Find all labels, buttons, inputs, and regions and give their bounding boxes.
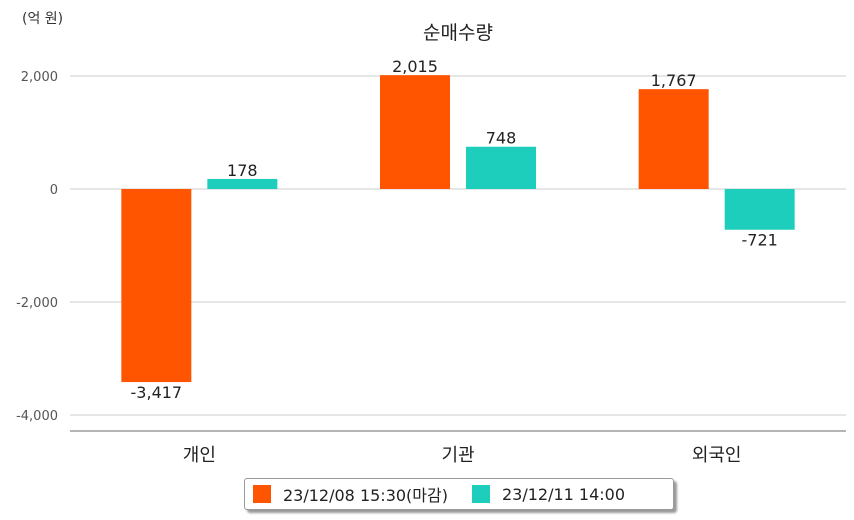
data-label: -3,417 (131, 383, 183, 402)
legend-swatch-series-2 (471, 485, 490, 503)
legend-label-series-1: 23/12/08 15:30(마감) (283, 486, 448, 505)
x-category-label: 기관 (441, 445, 474, 466)
data-label: -721 (742, 231, 778, 250)
bar (724, 189, 795, 230)
legend-item-series-2[interactable]: 23/12/11 14:00 (471, 484, 626, 504)
legend-label-series-2: 23/12/11 14:00 (501, 484, 626, 504)
bar (121, 189, 192, 383)
y-tick-label: 2,000 (21, 70, 58, 85)
y-tick-label: -4,000 (16, 409, 58, 424)
data-label: 1,767 (651, 71, 697, 90)
bar (638, 89, 709, 189)
legend-swatch-series-1 (253, 485, 271, 503)
x-category-label: 외국인 (692, 445, 742, 466)
data-label: 748 (486, 129, 517, 148)
y-tick-label: -2,000 (16, 296, 58, 311)
x-category-label: 개인 (183, 445, 216, 466)
chart-title: 순매수량 (423, 22, 493, 44)
unit-label: (억 원) (22, 11, 64, 27)
legend: 23/12/08 15:30(마감) 23/12/11 14:00 (244, 478, 674, 510)
data-label: 178 (227, 161, 258, 180)
bar (466, 146, 536, 189)
y-tick-label: 0 (50, 183, 58, 198)
bar (380, 75, 450, 189)
bar (207, 178, 278, 189)
legend-item-series-1[interactable]: 23/12/08 15:30(마감) (253, 482, 448, 506)
data-label: 2,015 (392, 57, 438, 76)
